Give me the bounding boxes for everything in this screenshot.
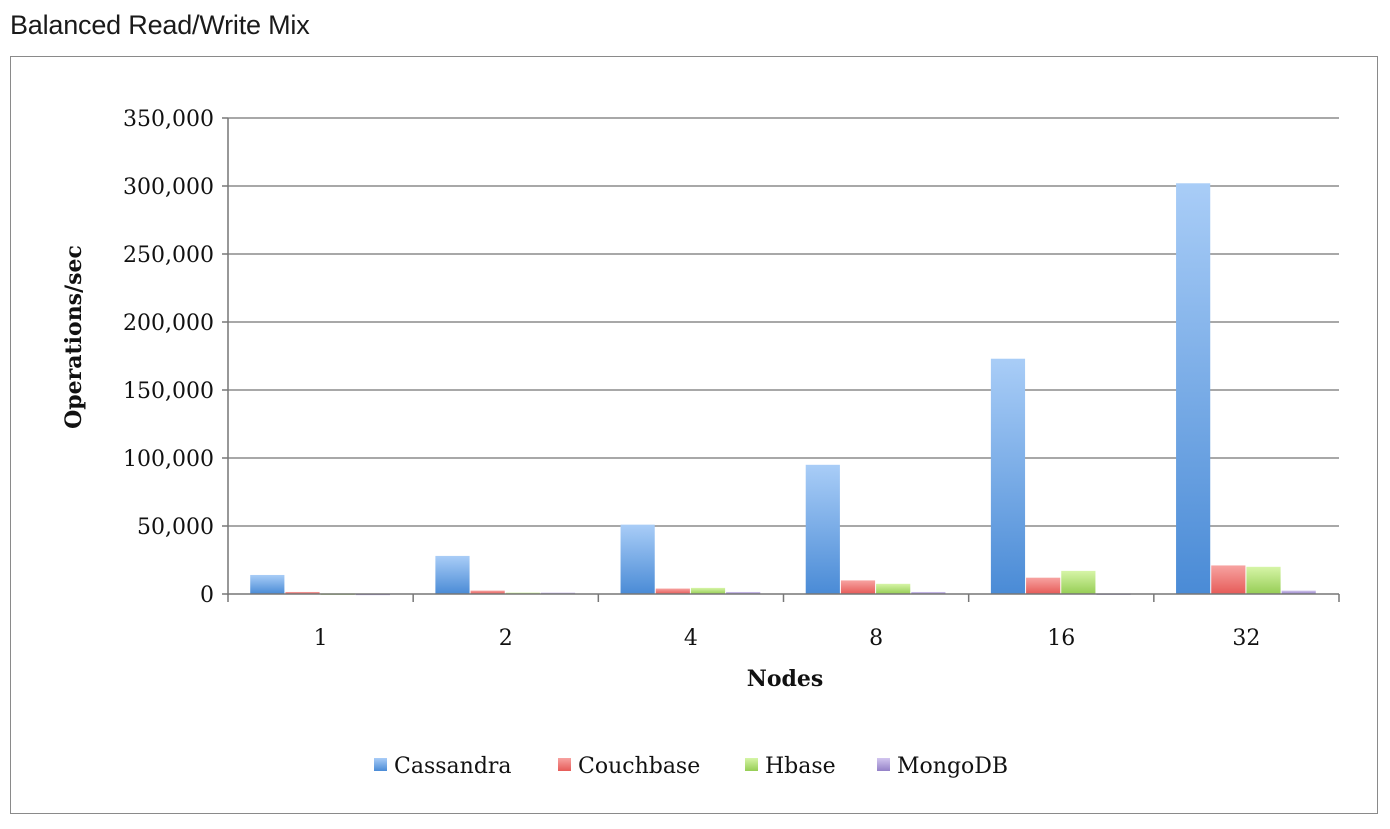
y-tick-label: 250,000 bbox=[123, 243, 214, 268]
bars bbox=[250, 183, 1316, 596]
x-tick-label: 16 bbox=[1047, 626, 1075, 651]
legend-label-mongodb: MongoDB bbox=[897, 754, 1008, 779]
y-tick-labels: 0 50,000 100,000 150,000 200,000 250,000 300,0… bbox=[123, 107, 214, 608]
legend-swatch-mongodb bbox=[877, 758, 890, 771]
x-tick-labels: 1 2 4 8 16 32 bbox=[314, 626, 1261, 651]
bar-couchbase-8 bbox=[840, 580, 876, 594]
x-tick-label: 8 bbox=[869, 626, 883, 651]
legend: Cassandra Couchbase Hbase MongoDB bbox=[374, 754, 1008, 779]
bar-hbase-4 bbox=[690, 587, 726, 594]
y-tick-label: 150,000 bbox=[123, 379, 214, 404]
grid-lines bbox=[222, 117, 1339, 595]
legend-label-couchbase: Couchbase bbox=[578, 754, 700, 779]
y-tick-label: 0 bbox=[200, 583, 214, 608]
x-tick-label: 4 bbox=[684, 626, 698, 651]
bar-couchbase-4 bbox=[655, 588, 690, 594]
bar-couchbase-32 bbox=[1211, 565, 1246, 594]
bar-cassandra-1 bbox=[250, 574, 285, 594]
bar-cassandra-4 bbox=[620, 524, 655, 594]
bar-mongodb-8 bbox=[911, 591, 946, 594]
chart-frame: 0 50,000 100,000 150,000 200,000 250,000 300,0… bbox=[10, 56, 1378, 814]
legend-swatch-cassandra bbox=[374, 758, 387, 771]
bar-hbase-16 bbox=[1061, 570, 1096, 594]
x-axis-title: Nodes bbox=[747, 666, 824, 692]
bar-cassandra-2 bbox=[435, 555, 470, 594]
bar-hbase-8 bbox=[876, 583, 911, 594]
page-title: Balanced Read/Write Mix bbox=[10, 10, 310, 40]
y-tick-label: 100,000 bbox=[123, 447, 214, 472]
x-tick-label: 1 bbox=[314, 626, 328, 651]
axes bbox=[227, 118, 1340, 602]
y-axis-title: Operations/sec bbox=[61, 245, 87, 429]
bar-hbase-32 bbox=[1246, 566, 1281, 594]
bar-mongodb-4 bbox=[726, 591, 761, 594]
bar-chart: 0 50,000 100,000 150,000 200,000 250,000 300,0… bbox=[61, 107, 1340, 779]
legend-label-cassandra: Cassandra bbox=[394, 754, 512, 779]
y-tick-label: 200,000 bbox=[123, 311, 214, 336]
bar-couchbase-1 bbox=[285, 591, 320, 594]
x-tick-label: 32 bbox=[1232, 626, 1260, 651]
legend-swatch-hbase bbox=[745, 758, 758, 771]
legend-label-hbase: Hbase bbox=[765, 754, 836, 779]
bar-couchbase-16 bbox=[1026, 577, 1061, 594]
legend-swatch-couchbase bbox=[558, 758, 571, 771]
y-tick-label: 300,000 bbox=[123, 175, 214, 200]
bar-cassandra-32 bbox=[1176, 183, 1211, 594]
bar-couchbase-2 bbox=[470, 590, 505, 594]
x-tick-label: 2 bbox=[499, 626, 513, 651]
y-tick-label: 50,000 bbox=[137, 515, 214, 540]
bar-mongodb-32 bbox=[1281, 590, 1316, 594]
bar-cassandra-16 bbox=[990, 358, 1026, 594]
y-tick-label: 350,000 bbox=[123, 107, 214, 132]
bar-cassandra-8 bbox=[805, 464, 840, 594]
